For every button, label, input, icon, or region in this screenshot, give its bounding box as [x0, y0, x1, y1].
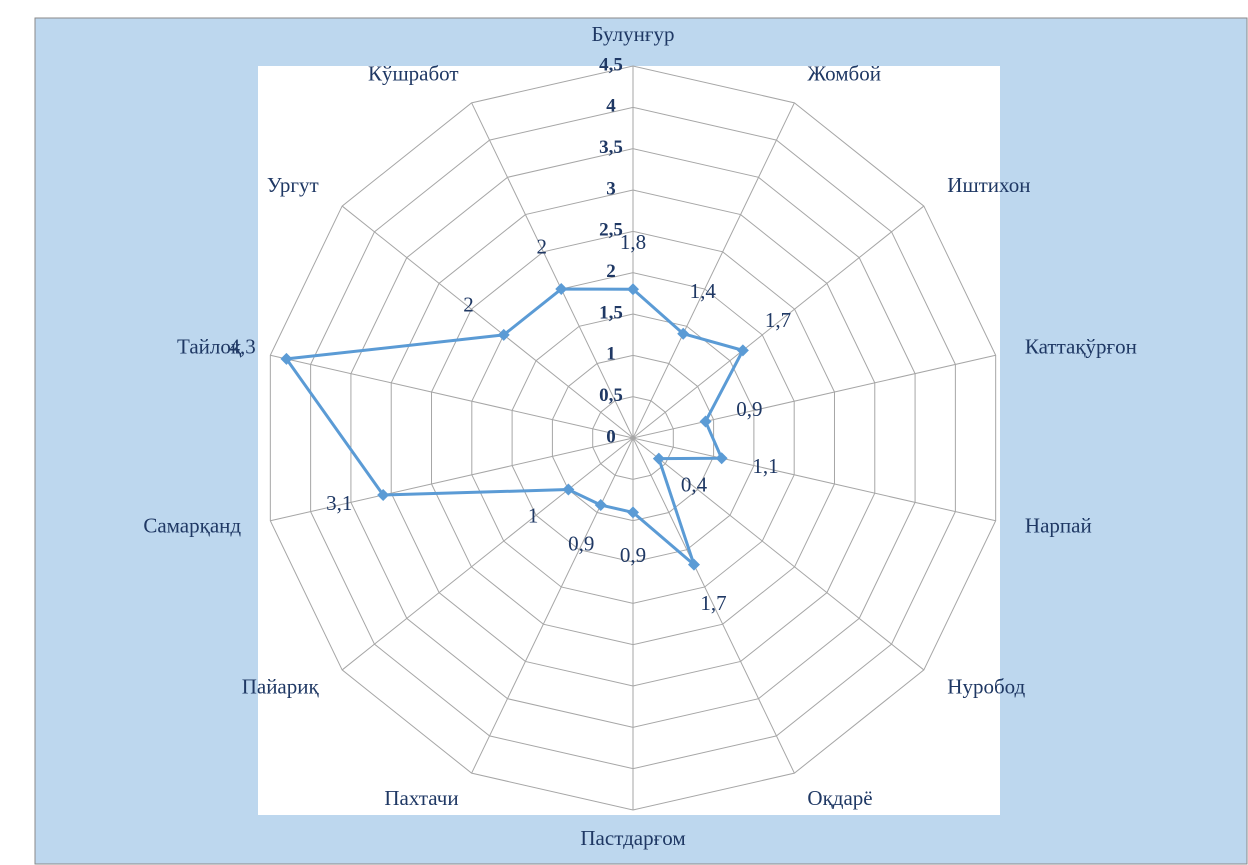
- axis-spoke: [632, 354, 996, 439]
- r-tick-label: 0: [606, 426, 616, 447]
- data-marker: [594, 499, 607, 512]
- data-marker: [699, 415, 712, 428]
- r-tick-label: 1,5: [599, 302, 623, 323]
- category-label: Ургут: [267, 173, 319, 197]
- category-label: Самарқанд: [143, 513, 241, 537]
- axis-spoke: [341, 437, 634, 671]
- axis-spoke: [341, 205, 634, 439]
- category-label: Каттақўрғон: [1025, 334, 1137, 358]
- data-label: 1,7: [700, 591, 726, 615]
- r-tick-label: 4: [606, 96, 616, 117]
- category-label: Оқдарё: [807, 786, 872, 810]
- data-marker: [677, 327, 690, 340]
- r-tick-label: 2,5: [599, 220, 623, 241]
- data-label: 2: [536, 234, 547, 258]
- data-label: 4,3: [229, 335, 255, 359]
- category-label: Жомбой: [807, 62, 881, 86]
- data-marker: [715, 452, 728, 465]
- data-label: 1: [528, 503, 539, 527]
- r-tick-label: 1: [606, 344, 616, 365]
- category-label: Тайлоқ: [177, 334, 242, 358]
- category-label: Нарпай: [1025, 513, 1092, 537]
- axis-spoke: [270, 437, 634, 522]
- category-label: Пахтачи: [384, 786, 458, 810]
- data-label: 2: [463, 293, 474, 317]
- r-tick-label: 3,5: [599, 137, 623, 158]
- data-marker: [736, 344, 749, 357]
- data-marker: [562, 483, 575, 496]
- axis-spoke: [632, 437, 925, 671]
- r-tick-label: 2: [606, 261, 616, 282]
- data-marker: [627, 506, 639, 519]
- category-label: Пайариқ: [242, 674, 320, 698]
- category-label: Нуробод: [947, 674, 1025, 698]
- data-marker: [555, 283, 568, 296]
- category-label: Пастдарғом: [580, 826, 685, 850]
- axis-spoke: [632, 205, 925, 439]
- data-label: 1,4: [690, 279, 717, 303]
- category-label: Иштихон: [947, 173, 1030, 197]
- category-label: Кўшработ: [368, 62, 459, 86]
- data-label: 0,9: [620, 543, 646, 567]
- r-tick-label: 4,5: [599, 54, 623, 75]
- data-label: 1,1: [752, 454, 778, 478]
- r-tick-label: 0,5: [599, 385, 623, 406]
- data-marker: [687, 558, 700, 571]
- axis-spoke: [471, 102, 634, 439]
- data-marker: [497, 328, 510, 341]
- data-label: 3,1: [326, 491, 352, 515]
- data-label: 0,4: [681, 472, 708, 496]
- axis-spoke: [632, 437, 795, 774]
- data-label: 1,8: [620, 230, 646, 254]
- data-label: 0,9: [568, 531, 594, 555]
- data-label: 1,7: [765, 308, 791, 332]
- data-marker: [652, 452, 665, 465]
- data-marker: [280, 352, 293, 365]
- data-label: 0,9: [736, 397, 762, 421]
- axis-spoke: [632, 102, 795, 439]
- axis-spoke: [471, 437, 634, 774]
- axis-spoke: [270, 354, 634, 439]
- axis-spoke: [632, 437, 996, 522]
- data-marker: [377, 489, 390, 502]
- category-label: Булунғур: [592, 22, 675, 46]
- data-marker: [627, 283, 639, 296]
- r-tick-label: 3: [606, 178, 616, 199]
